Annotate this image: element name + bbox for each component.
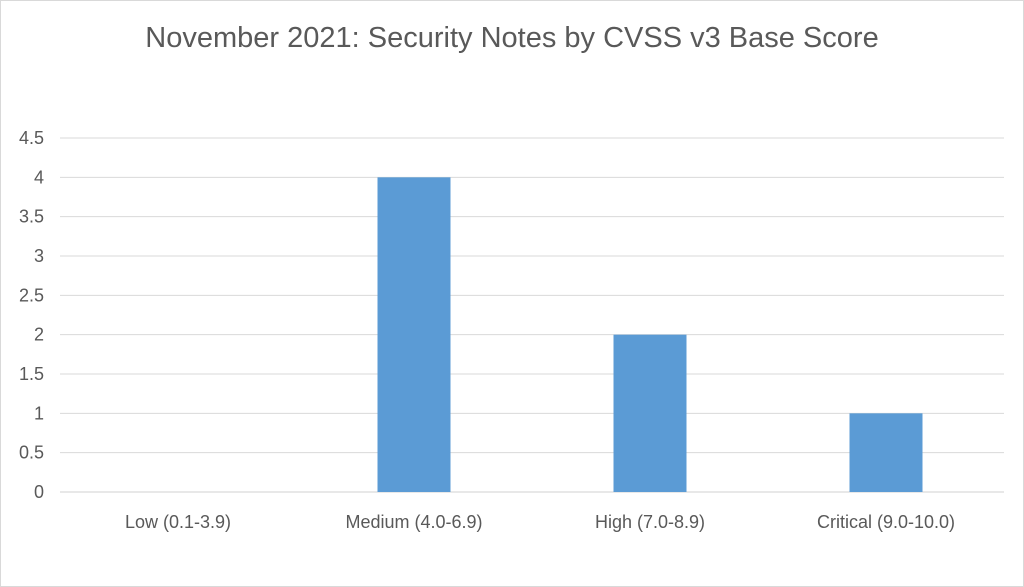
x-axis-category-labels: Low (0.1-3.9) Medium (4.0-6.9) High (7.0-8…: [125, 512, 955, 532]
y-tick-label: 4: [34, 167, 44, 187]
y-tick-label: 0: [34, 482, 44, 502]
gridlines: [60, 137, 1004, 493]
y-tick-label: 1.5: [19, 364, 44, 384]
y-tick-label: 2.5: [19, 285, 44, 305]
bars: [377, 177, 923, 493]
y-tick-label: 2: [34, 325, 44, 345]
y-tick-label: 3.5: [19, 207, 44, 227]
x-category-label: Medium (4.0-6.9): [345, 512, 482, 532]
x-category-label: Low (0.1-3.9): [125, 512, 231, 532]
bar: [377, 177, 451, 493]
y-tick-label: 3: [34, 246, 44, 266]
x-category-label: Critical (9.0-10.0): [817, 512, 955, 532]
y-axis-tick-labels: 0 0.5 1 1.5 2 2.5 3 3.5 4 4.5: [19, 128, 44, 502]
bar: [613, 334, 687, 492]
bar: [849, 413, 923, 492]
x-category-label: High (7.0-8.9): [595, 512, 705, 532]
y-tick-label: 4.5: [19, 128, 44, 148]
y-tick-label: 0.5: [19, 443, 44, 463]
chart-title: November 2021: Security Notes by CVSS v3…: [145, 22, 879, 54]
y-tick-label: 1: [34, 403, 44, 423]
